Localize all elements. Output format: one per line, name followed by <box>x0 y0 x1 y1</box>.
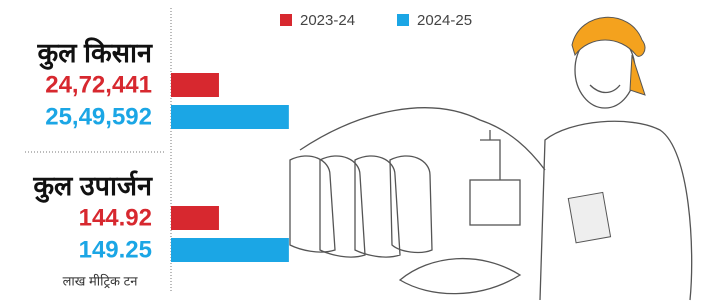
group-title: कुल किसान <box>36 37 153 70</box>
legend-swatch <box>280 14 292 26</box>
legend-swatch <box>397 14 409 26</box>
cash <box>568 192 610 242</box>
bar <box>171 73 219 97</box>
value-label: 25,49,592 <box>45 103 152 130</box>
value-label: 24,72,441 <box>45 71 152 98</box>
bar <box>171 105 289 129</box>
bar <box>171 206 219 230</box>
value-label: 144.92 <box>79 204 152 231</box>
legend-label: 2024-25 <box>417 12 472 29</box>
legend-label: 2023-24 <box>300 12 355 29</box>
bar <box>171 238 289 262</box>
value-label: 149.25 <box>79 236 152 263</box>
unit-note: लाख मीट्रिक टन <box>63 273 139 288</box>
group-title: कुल उपार्जन <box>32 170 153 203</box>
infographic: 2023-24 2024-25 कुल किसान24,72,441 25,49,5… <box>0 0 716 303</box>
